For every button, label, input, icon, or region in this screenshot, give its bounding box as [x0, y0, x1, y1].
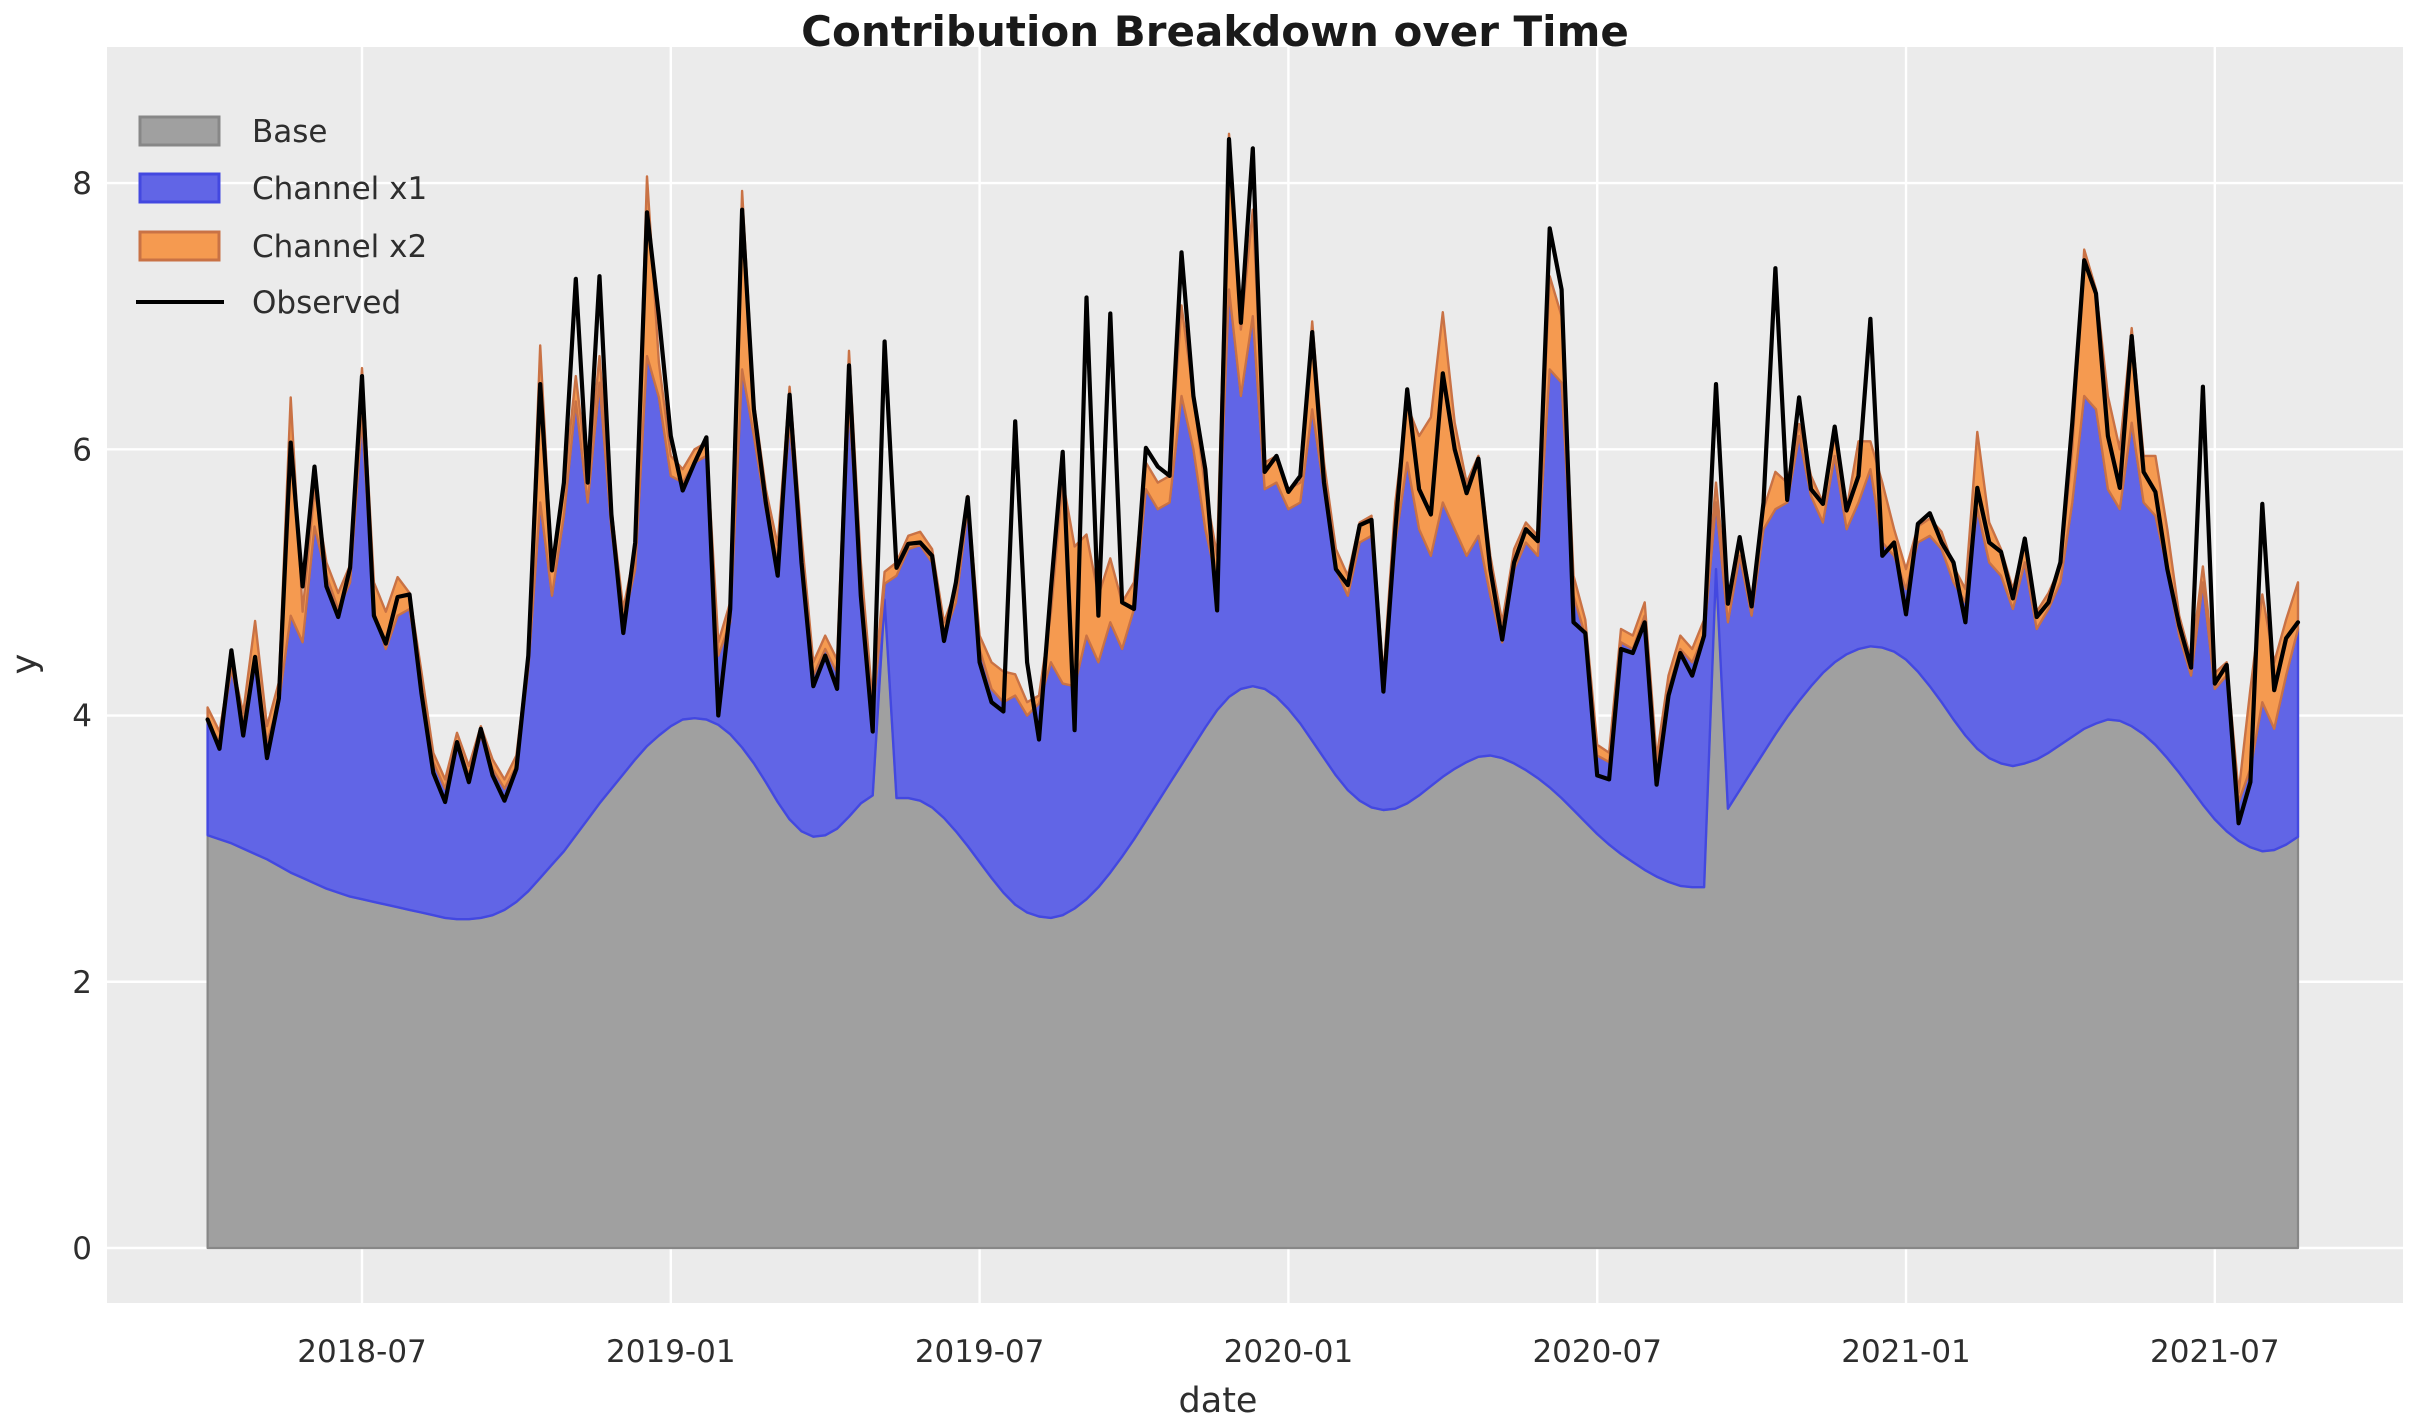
legend-swatch-channel-x2	[138, 230, 221, 262]
observed-line	[205, 137, 2301, 826]
y-tick-label: 0	[72, 1231, 92, 1267]
y-axis-label: y	[5, 654, 45, 675]
legend-label-base: Base	[252, 114, 328, 150]
x-tick-label: 2021-07	[2150, 1334, 2280, 1370]
y-tick-label: 2	[72, 965, 92, 1001]
x-tick-label: 2020-01	[1224, 1334, 1354, 1370]
x-axis-label: date	[1179, 1381, 1258, 1421]
tick-layer: 2018-07 2019-01 2019-07 2020-01 2020-07 2021-…	[72, 166, 2279, 1370]
chart-title: Contribution Breakdown over Time	[801, 7, 1629, 56]
legend: Base Channel x1 Channel x2 Observed	[136, 114, 427, 321]
y-tick-label: 6	[72, 432, 92, 468]
x-tick-label: 2019-01	[606, 1334, 736, 1370]
y-tick-label: 4	[72, 699, 92, 735]
legend-label-channel-x2: Channel x2	[252, 229, 427, 265]
series-layer	[205, 132, 2301, 1250]
channel-x2-area	[206, 132, 2300, 804]
legend-label-observed: Observed	[252, 285, 401, 321]
legend-swatch-base	[138, 115, 221, 147]
x-tick-label: 2020-07	[1532, 1334, 1662, 1370]
legend-swatch-channel-x1	[138, 172, 221, 204]
x-tick-label: 2021-01	[1841, 1334, 1971, 1370]
y-tick-label: 8	[72, 166, 92, 202]
x-tick-label: 2018-07	[297, 1334, 427, 1370]
x-tick-label: 2019-07	[915, 1334, 1045, 1370]
legend-label-channel-x1: Channel x1	[252, 171, 427, 207]
